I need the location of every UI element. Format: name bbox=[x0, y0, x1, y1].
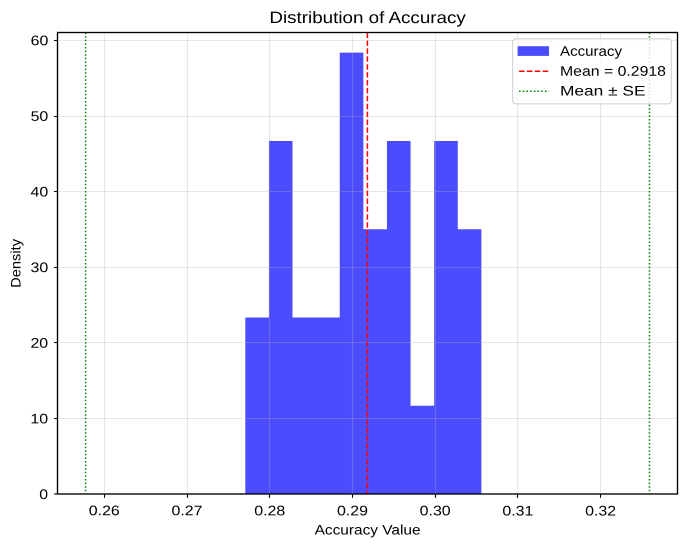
svg-text:40: 40 bbox=[31, 183, 49, 199]
svg-text:30: 30 bbox=[30, 259, 48, 275]
svg-text:0.27: 0.27 bbox=[172, 502, 203, 518]
svg-text:0.30: 0.30 bbox=[420, 502, 451, 518]
svg-text:0.28: 0.28 bbox=[254, 502, 285, 518]
svg-text:Mean = 0.2918: Mean = 0.2918 bbox=[560, 63, 666, 79]
svg-text:0.31: 0.31 bbox=[502, 502, 533, 518]
svg-text:20: 20 bbox=[30, 335, 48, 351]
svg-text:0.26: 0.26 bbox=[89, 502, 120, 518]
svg-text:Accuracy: Accuracy bbox=[560, 43, 622, 59]
svg-text:Distribution of Accuracy: Distribution of Accuracy bbox=[269, 8, 466, 27]
svg-text:0.29: 0.29 bbox=[337, 502, 368, 518]
svg-text:0: 0 bbox=[39, 486, 48, 502]
svg-text:Density: Density bbox=[8, 239, 24, 288]
svg-text:60: 60 bbox=[31, 32, 49, 48]
svg-text:50: 50 bbox=[31, 108, 49, 124]
svg-text:Mean ± SE: Mean ± SE bbox=[560, 83, 646, 99]
svg-text:Accuracy Value: Accuracy Value bbox=[315, 521, 421, 537]
svg-text:10: 10 bbox=[30, 410, 48, 426]
svg-text:0.32: 0.32 bbox=[585, 503, 616, 519]
